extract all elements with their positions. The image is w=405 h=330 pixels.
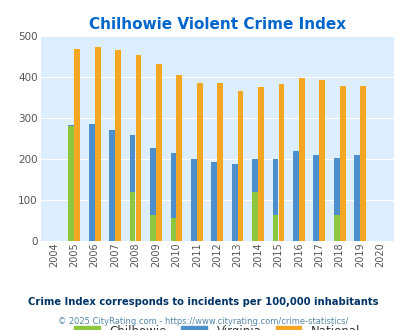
Bar <box>231 164 237 241</box>
Bar <box>298 78 304 241</box>
Bar <box>333 158 339 241</box>
Bar <box>135 55 141 241</box>
Text: Crime Index corresponds to incidents per 100,000 inhabitants: Crime Index corresponds to incidents per… <box>28 297 377 307</box>
Bar <box>109 130 115 241</box>
Bar <box>278 84 284 241</box>
Bar <box>89 124 94 241</box>
Bar <box>292 151 298 241</box>
Bar <box>130 135 135 241</box>
Bar <box>272 215 278 241</box>
Legend: Chilhowie, Virginia, National: Chilhowie, Virginia, National <box>69 320 364 330</box>
Bar <box>354 155 359 241</box>
Bar <box>150 215 156 241</box>
Bar <box>95 47 100 241</box>
Bar <box>130 192 135 241</box>
Bar <box>176 75 182 241</box>
Bar <box>150 148 156 241</box>
Bar <box>68 126 74 241</box>
Bar <box>339 86 345 241</box>
Bar <box>237 91 243 241</box>
Bar <box>170 153 176 241</box>
Bar <box>74 49 80 241</box>
Bar <box>196 82 202 241</box>
Bar <box>252 192 257 241</box>
Bar <box>217 82 222 241</box>
Bar <box>313 155 318 241</box>
Bar <box>333 215 339 241</box>
Bar <box>258 87 263 241</box>
Bar <box>211 162 217 241</box>
Bar <box>170 217 176 241</box>
Bar <box>252 159 257 241</box>
Bar <box>359 86 365 241</box>
Bar <box>115 50 121 241</box>
Bar <box>190 159 196 241</box>
Title: Chilhowie Violent Crime Index: Chilhowie Violent Crime Index <box>88 17 345 32</box>
Bar <box>68 125 74 241</box>
Bar <box>272 159 278 241</box>
Text: © 2025 CityRating.com - https://www.cityrating.com/crime-statistics/: © 2025 CityRating.com - https://www.city… <box>58 317 347 326</box>
Bar <box>319 80 324 241</box>
Bar <box>156 64 161 241</box>
